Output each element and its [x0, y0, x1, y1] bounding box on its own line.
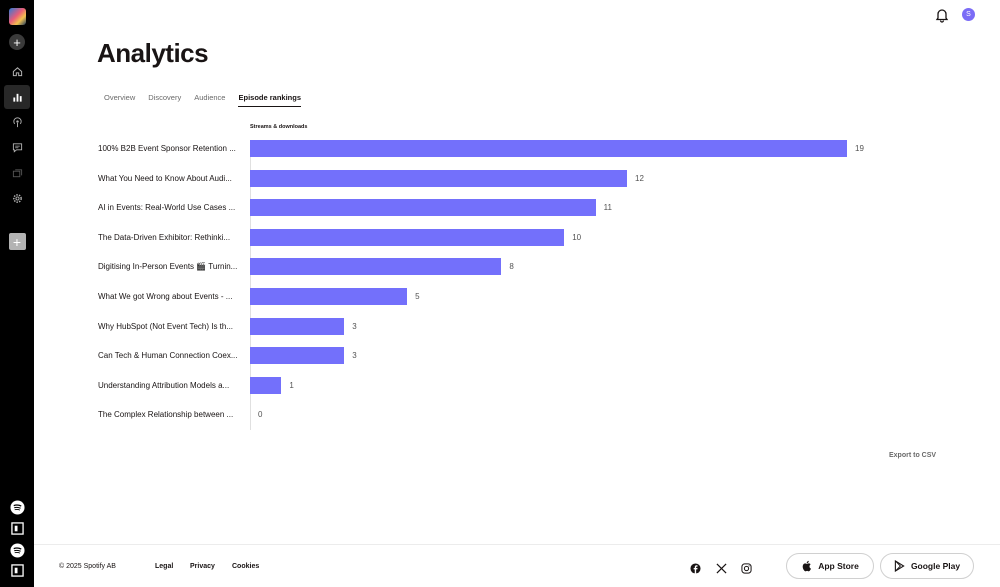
add-show-button[interactable]: +	[0, 233, 34, 250]
episode-bar	[250, 140, 847, 157]
creators-icon	[10, 564, 24, 577]
page-title: Analytics	[97, 38, 209, 68]
spotify-for-creators-link[interactable]	[0, 564, 34, 577]
footer-link-privacy[interactable]: Privacy	[190, 563, 215, 570]
x-icon	[716, 563, 727, 574]
bar-chart-icon	[12, 93, 22, 102]
gear-icon	[12, 194, 22, 203]
episode-rankings-chart: 100% B2B Event Sponsor Retention ... 19 Wh…	[97, 140, 897, 430]
notifications-button[interactable]	[934, 7, 950, 23]
spotify-for-creators-link[interactable]	[0, 522, 34, 535]
spotify-link[interactable]	[0, 500, 34, 515]
episode-row: The Complex Relationship between ... 0	[97, 406, 897, 423]
episode-title[interactable]: 100% B2B Event Sponsor Retention ...	[98, 144, 236, 153]
x-link[interactable]	[716, 561, 727, 574]
episode-row: What You Need to Know About Audi... 12	[97, 169, 897, 187]
comment-icon	[12, 143, 22, 153]
podcast-icon	[12, 117, 22, 128]
episode-bar	[250, 347, 345, 365]
episode-bar	[250, 258, 502, 276]
episode-row: AI in Events: Real-World Use Cases ... 11	[97, 199, 897, 217]
nav-comments[interactable]	[0, 142, 34, 153]
nav-podcast[interactable]	[0, 117, 34, 128]
episode-bar	[250, 376, 282, 394]
spotify-link[interactable]	[0, 543, 34, 558]
episode-row: Why HubSpot (Not Event Tech) Is th... 3	[97, 317, 897, 335]
show-cover-button[interactable]	[0, 8, 34, 25]
bar-value-label: 10	[572, 232, 582, 242]
bar-value-label: 0	[258, 410, 263, 420]
bar-value-label: 11	[603, 203, 612, 213]
nav-settings[interactable]	[0, 193, 34, 204]
bar-value-label: 5	[415, 292, 420, 301]
bell-icon	[935, 9, 949, 23]
footer: © 2025 Spotify AB Legal Privacy Cookies …	[34, 544, 1000, 587]
episode-bar	[250, 288, 408, 305]
plus-icon: +	[8, 233, 26, 250]
sidebar: + +	[0, 0, 34, 587]
tab-audience[interactable]: Audience	[194, 93, 226, 102]
episode-row: What We got Wrong about Events - ... 5	[97, 288, 897, 305]
user-initial: S	[966, 11, 971, 18]
episode-bar	[250, 199, 596, 217]
google-play-button[interactable]: Google Play	[880, 553, 974, 579]
create-button[interactable]: +	[0, 34, 34, 50]
episode-row: The Data-Driven Exhibitor: Rethinki... 10	[97, 228, 897, 246]
footer-link-cookies[interactable]: Cookies	[232, 563, 260, 570]
episode-row: Can Tech & Human Connection Coex... 3	[97, 347, 897, 365]
tab-overview[interactable]: Overview	[104, 93, 136, 102]
instagram-link[interactable]	[741, 561, 752, 574]
instagram-icon	[741, 563, 752, 574]
plus-icon: +	[9, 34, 25, 50]
app-store-label: App Store	[818, 561, 859, 571]
creators-icon	[10, 522, 24, 535]
episode-title[interactable]: Why HubSpot (Not Event Tech) Is th...	[98, 321, 234, 331]
episode-bar	[250, 169, 628, 187]
nav-analytics[interactable]	[0, 85, 34, 109]
export-csv-button[interactable]: Export to CSV	[889, 452, 937, 459]
apple-icon	[802, 560, 812, 572]
facebook-link[interactable]	[690, 561, 701, 574]
chart-metric-label: Streams & downloads	[250, 124, 308, 130]
episode-title[interactable]: What We got Wrong about Events - ...	[98, 292, 233, 301]
episode-bar	[250, 228, 565, 246]
show-cover-image	[8, 8, 26, 25]
episode-title[interactable]: Understanding Attribution Models a...	[98, 380, 230, 390]
bar-value-label: 8	[509, 262, 514, 272]
nav-episodes[interactable]	[0, 168, 34, 179]
spotify-icon	[9, 500, 25, 515]
episode-row: Digitising In-Person Events 🎬 Turnin... 8	[97, 258, 897, 276]
user-avatar[interactable]: S	[962, 8, 975, 21]
home-icon	[12, 67, 22, 77]
episode-title[interactable]: The Data-Driven Exhibitor: Rethinki...	[98, 232, 231, 242]
chart-axis-line	[250, 140, 251, 430]
episode-title[interactable]: Can Tech & Human Connection Coex...	[98, 351, 238, 361]
tab-episode-rankings[interactable]: Episode rankings	[238, 93, 302, 107]
episode-title[interactable]: The Complex Relationship between ...	[98, 410, 234, 420]
bar-value-label: 12	[635, 173, 644, 183]
tab-discovery[interactable]: Discovery	[148, 93, 182, 102]
bar-value-label: 19	[855, 144, 864, 153]
bar-value-label: 3	[352, 351, 357, 361]
google-play-icon	[894, 560, 905, 572]
episode-title[interactable]: Digitising In-Person Events 🎬 Turnin...	[98, 262, 238, 272]
analytics-tabs: Overview Discovery Audience Episode rank…	[104, 93, 314, 107]
app-store-button[interactable]: App Store	[786, 553, 874, 579]
episode-bar	[250, 317, 345, 335]
episode-title[interactable]: AI in Events: Real-World Use Cases ...	[98, 203, 236, 213]
facebook-icon	[690, 563, 701, 574]
episode-row: 100% B2B Event Sponsor Retention ... 19	[97, 140, 897, 157]
nav-home[interactable]	[0, 66, 34, 77]
google-play-label: Google Play	[910, 561, 961, 571]
episode-title[interactable]: What You Need to Know About Audi...	[98, 173, 232, 183]
episode-row: Understanding Attribution Models a... 1	[97, 376, 897, 394]
episodes-icon	[12, 169, 22, 178]
bar-value-label: 3	[352, 321, 357, 331]
spotify-icon	[9, 543, 25, 558]
copyright: © 2025 Spotify AB	[59, 563, 116, 570]
bar-value-label: 1	[289, 380, 294, 390]
footer-link-legal[interactable]: Legal	[155, 563, 174, 570]
